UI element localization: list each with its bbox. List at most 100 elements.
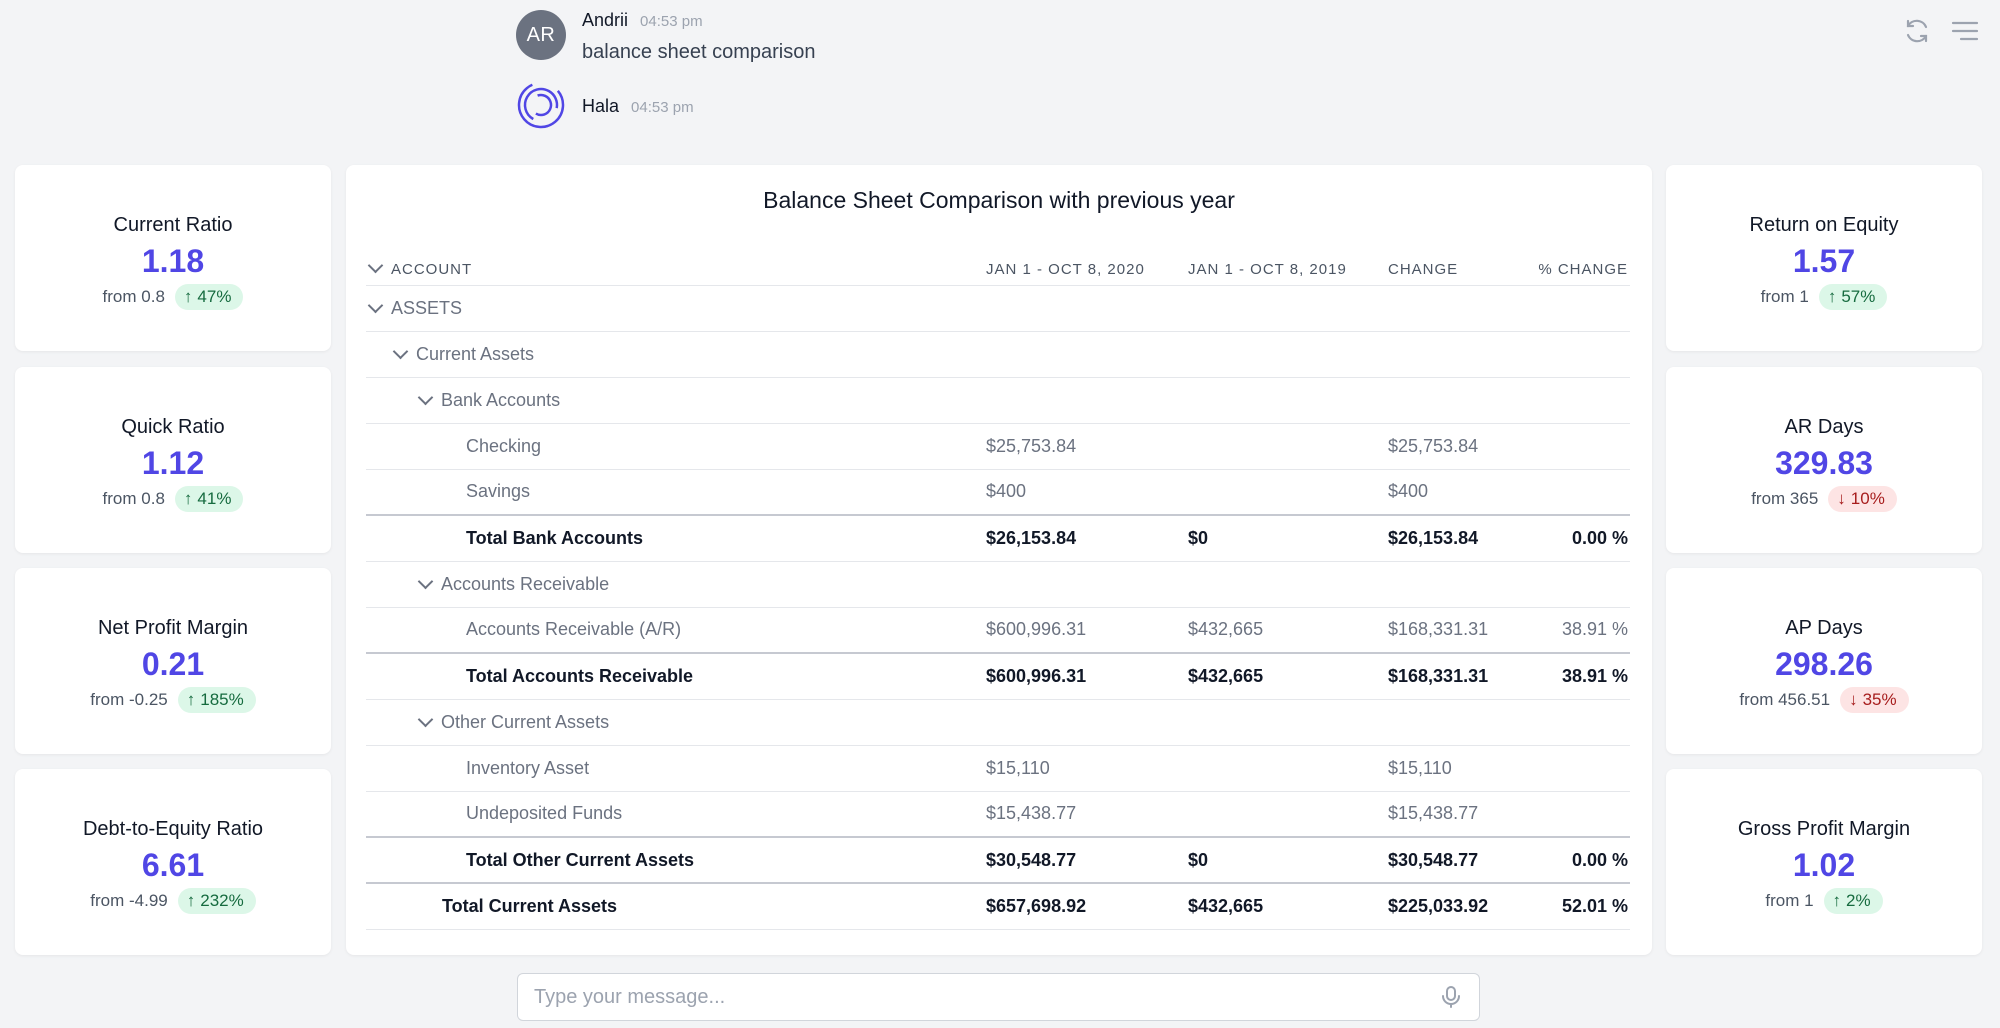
cell-period-2020: $26,153.84 (986, 514, 1188, 562)
change-value: 232% (200, 891, 244, 910)
kpi-footer: from 365 ↓ 10% (1751, 486, 1897, 512)
kpi-from: from -0.25 (90, 690, 168, 709)
kpi-title: Quick Ratio (121, 416, 225, 438)
table-row-group[interactable]: Accounts Receivable (366, 561, 1630, 608)
row-label: Accounts Receivable (441, 573, 610, 594)
kpi-footer: from 456.51 ↓ 35% (1739, 687, 1909, 713)
arrow-up-icon: ↑ (183, 489, 193, 508)
chevron-down-icon[interactable] (367, 257, 384, 273)
chevron-down-icon[interactable] (417, 389, 434, 405)
cell-pct-change: 38.91 % (1538, 607, 1630, 654)
cell-change: $168,331.31 (1388, 607, 1538, 654)
change-badge: ↑ 57% (1818, 284, 1888, 310)
kpi-from: from 1 (1765, 891, 1814, 910)
kpi-card-ar-days: AR Days 329.83 from 365 ↓ 10% (1666, 367, 1982, 553)
top-toolbar (1900, 14, 1982, 48)
change-badge: ↑ 47% (174, 284, 244, 310)
cell-period-2020: $30,548.77 (986, 836, 1188, 884)
kpi-footer: from 1 ↑ 57% (1761, 284, 1888, 310)
kpi-title: Net Profit Margin (97, 617, 249, 639)
kpi-title: Return on Equity (1749, 214, 1899, 236)
chevron-down-icon[interactable] (417, 711, 434, 727)
arrow-down-icon: ↓ (1837, 489, 1846, 508)
message-input-box[interactable] (517, 973, 1480, 1021)
table-row: Inventory Asset $15,110 $15,110 (366, 745, 1630, 792)
kpi-value: 329.83 (1775, 445, 1873, 481)
kpi-card-return-on-equity: Return on Equity 1.57 from 1 ↑ 57% (1666, 165, 1982, 351)
table-row-total: Total Other Current Assets $30,548.77 $0… (366, 836, 1630, 884)
cell-change: $400 (1388, 469, 1538, 516)
arrow-up-icon: ↑ (186, 690, 196, 709)
message-time: 04:53 pm (631, 99, 694, 116)
cell-pct-change: 0.00 % (1538, 514, 1630, 562)
cell-change: $15,110 (1388, 745, 1538, 792)
cell-period-2019 (1188, 791, 1388, 838)
kpi-footer: from -4.99 ↑ 232% (90, 888, 256, 914)
sender-name: Hala (582, 96, 620, 116)
row-label: ASSETS (391, 297, 463, 318)
row-label: Bank Accounts (441, 389, 561, 410)
table-row-group[interactable]: Bank Accounts (366, 377, 1630, 424)
cell-period-2019: $0 (1188, 836, 1388, 884)
arrow-down-icon: ↓ (1849, 690, 1858, 709)
cell-change: $26,153.84 (1388, 514, 1538, 562)
chevron-down-icon[interactable] (392, 343, 409, 359)
sender-name: Andrii (582, 10, 629, 30)
table-row-group[interactable]: Other Current Assets (366, 699, 1630, 746)
kpi-value: 298.26 (1775, 646, 1873, 682)
microphone-icon[interactable] (1439, 985, 1463, 1009)
kpi-from: from 365 (1751, 489, 1819, 508)
change-badge: ↑ 41% (174, 486, 244, 512)
balance-sheet-table: ACCOUNT JAN 1 - OCT 8, 2020 JAN 1 - OCT … (366, 239, 1630, 930)
menu-icon[interactable] (1948, 14, 1982, 48)
change-badge: ↓ 10% (1828, 486, 1897, 512)
header-change: CHANGE (1388, 239, 1538, 286)
cell-period-2019 (1188, 423, 1388, 470)
kpi-title: Gross Profit Margin (1737, 818, 1911, 840)
message-input[interactable] (534, 985, 1439, 1009)
cell-period-2020: $25,753.84 (986, 423, 1188, 470)
chevron-down-icon[interactable] (417, 573, 434, 589)
table-row-total: Total Bank Accounts $26,153.84 $0 $26,15… (366, 514, 1630, 562)
table-row-group[interactable]: Current Assets (366, 331, 1630, 378)
kpi-title: AR Days (1784, 416, 1864, 438)
table-row: Savings $400 $400 (366, 469, 1630, 516)
cell-period-2020: $600,996.31 (986, 607, 1188, 654)
change-value: 47% (197, 287, 232, 306)
cell-pct-change: 52.01 % (1538, 882, 1630, 930)
change-badge: ↑ 232% (177, 888, 256, 914)
table-row-group[interactable]: ASSETS (366, 285, 1630, 332)
kpi-value: 1.57 (1792, 243, 1856, 279)
kpi-card-ap-days: AP Days 298.26 from 456.51 ↓ 35% (1666, 568, 1982, 754)
change-value: 2% (1846, 891, 1871, 910)
chevron-down-icon[interactable] (367, 297, 384, 313)
kpi-value: 1.12 (141, 445, 205, 481)
kpi-card-debt-to-equity: Debt-to-Equity Ratio 6.61 from -4.99 ↑ 23… (15, 769, 331, 955)
cell-period-2019: $0 (1188, 514, 1388, 562)
cell-period-2019 (1188, 469, 1388, 516)
kpi-footer: from 1 ↑ 2% (1765, 888, 1883, 914)
hala-logo-icon (516, 80, 566, 130)
kpi-from: from 0.8 (102, 489, 165, 508)
change-value: 41% (197, 489, 232, 508)
kpi-title: Debt-to-Equity Ratio (82, 818, 264, 840)
arrow-up-icon: ↑ (183, 287, 193, 306)
cell-change: $225,033.92 (1388, 882, 1538, 930)
row-label: Total Current Assets (366, 882, 986, 930)
row-label: Inventory Asset (366, 745, 986, 792)
header-account[interactable]: ACCOUNT (366, 239, 986, 286)
table-header-row: ACCOUNT JAN 1 - OCT 8, 2020 JAN 1 - OCT … (366, 239, 1630, 286)
cell-change: $30,548.77 (1388, 836, 1538, 884)
row-label: Total Other Current Assets (366, 836, 986, 884)
header-period-2020: JAN 1 - OCT 8, 2020 (986, 239, 1188, 286)
avatar: AR (516, 10, 566, 60)
change-badge: ↑ 185% (177, 687, 256, 713)
arrow-up-icon: ↑ (1832, 891, 1842, 910)
kpi-value: 0.21 (141, 646, 205, 682)
report-title: Balance Sheet Comparison with previous y… (763, 187, 1235, 213)
row-label: Other Current Assets (441, 711, 610, 732)
cell-period-2020: $15,438.77 (986, 791, 1188, 838)
kpi-title: Current Ratio (113, 214, 233, 236)
row-label: Total Accounts Receivable (366, 652, 986, 700)
refresh-icon[interactable] (1900, 14, 1934, 48)
